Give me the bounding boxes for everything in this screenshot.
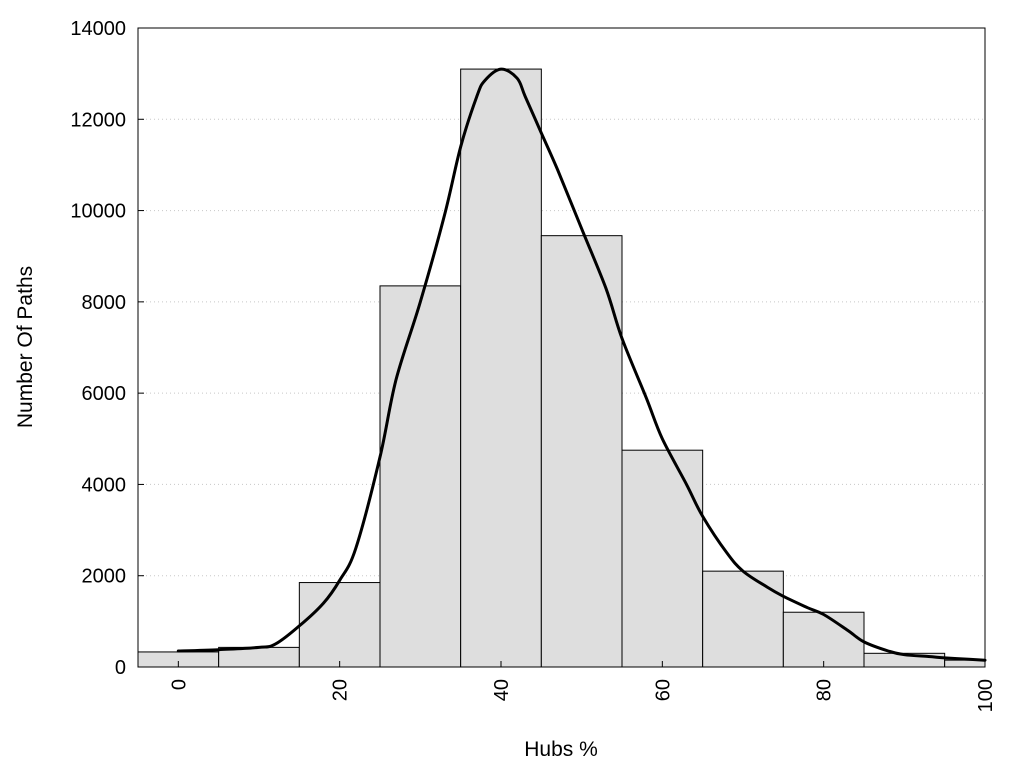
- y-tick-label-3: 6000: [82, 383, 127, 405]
- bar-20: [298, 582, 381, 668]
- y-axis-title: Number Of Paths: [14, 266, 37, 428]
- x-tick-label-3: 60: [652, 679, 674, 701]
- bar-80: [782, 611, 865, 668]
- x-tick-label-4: 80: [814, 679, 836, 701]
- x-axis-title: Hubs %: [524, 738, 598, 761]
- histogram-bars: [137, 68, 986, 668]
- bar-40: [460, 68, 542, 668]
- plot-frame: [137, 27, 986, 668]
- y-tick-label-0: 0: [115, 657, 126, 679]
- x-tick-label-5: 100: [975, 679, 997, 712]
- x-axis-ticks: 0 20 40 60 80 100: [168, 661, 997, 712]
- y-tick-label-2: 4000: [82, 474, 127, 496]
- x-tick-label-0: 0: [168, 679, 190, 690]
- x-tick-label-1: 20: [330, 679, 352, 701]
- bar-70: [702, 570, 784, 668]
- y-tick-label-7: 14000: [70, 18, 126, 40]
- bar-30: [379, 285, 462, 668]
- x-tick-label-2: 40: [491, 679, 513, 701]
- bar-60: [621, 449, 704, 668]
- y-tick-label-1: 2000: [82, 566, 127, 588]
- y-axis-ticks: 0 2000 4000 6000 8000 10000 12000 14000: [70, 18, 144, 679]
- y-tick-label-5: 10000: [70, 201, 126, 223]
- y-tick-label-6: 12000: [70, 109, 126, 131]
- y-tick-label-4: 8000: [82, 292, 127, 314]
- density-curve: [176, 67, 987, 662]
